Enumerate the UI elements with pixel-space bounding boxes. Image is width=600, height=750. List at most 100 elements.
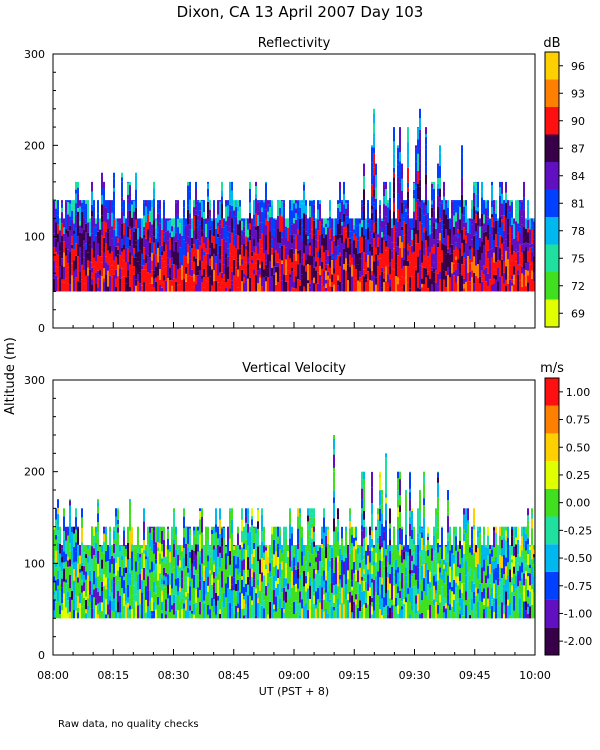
echo-cell	[515, 537, 517, 545]
echo-cell	[461, 567, 463, 584]
echo-cell	[335, 220, 337, 236]
echo-cell	[171, 568, 173, 574]
echo-cell	[517, 612, 519, 619]
echo-cell	[333, 559, 335, 573]
echo-cell	[99, 581, 101, 596]
echo-cell	[361, 530, 363, 547]
echo-cell	[345, 558, 347, 569]
echo-cell	[459, 526, 461, 541]
echo-cell	[437, 183, 439, 189]
echo-cell	[487, 286, 489, 292]
echo-cell	[89, 547, 91, 556]
echo-cell	[437, 552, 439, 564]
echo-cell	[73, 526, 75, 534]
echo-cell	[531, 229, 533, 244]
echo-cell	[527, 544, 529, 555]
echo-cell	[429, 218, 431, 221]
echo-cell	[251, 577, 253, 587]
echo-cell	[83, 597, 85, 605]
echo-cell	[159, 603, 161, 612]
echo-cell	[285, 247, 287, 260]
echo-cell	[399, 248, 401, 263]
echo-cell	[517, 526, 519, 540]
echo-cell	[453, 599, 455, 613]
echo-cell	[341, 559, 343, 570]
echo-cell	[533, 256, 535, 273]
echo-cell	[147, 590, 149, 607]
echo-cell	[213, 534, 215, 546]
echo-cell	[251, 218, 253, 219]
echo-cell	[217, 226, 219, 234]
echo-cell	[97, 522, 99, 526]
echo-cell	[333, 602, 335, 607]
echo-cell	[155, 609, 157, 619]
echo-cell	[455, 235, 457, 243]
echo-cell	[373, 189, 375, 197]
echo-cell	[403, 247, 405, 261]
echo-cell	[125, 231, 127, 248]
echo-cell	[301, 532, 303, 538]
echo-cell	[293, 613, 295, 619]
echo-cell	[435, 590, 437, 594]
echo-cell	[333, 572, 335, 585]
echo-cell	[421, 208, 423, 214]
echo-cell	[421, 240, 423, 254]
echo-cell	[171, 285, 173, 292]
echo-cell	[507, 526, 509, 538]
echo-cell	[213, 549, 215, 561]
echo-cell	[475, 234, 477, 250]
echo-cell	[193, 530, 195, 535]
echo-cell	[503, 272, 505, 284]
echo-cell	[243, 226, 245, 232]
echo-cell	[159, 279, 161, 285]
echo-cell	[425, 205, 427, 215]
echo-cell	[151, 234, 153, 243]
echo-cell	[273, 266, 275, 275]
echo-cell	[499, 276, 501, 292]
echo-cell	[339, 583, 341, 593]
echo-cell	[385, 485, 387, 494]
echo-cell	[463, 508, 465, 515]
echo-cell	[307, 261, 309, 265]
echo-cell	[297, 516, 299, 529]
echo-cell	[201, 201, 203, 218]
echo-cell	[417, 580, 419, 589]
echo-cell	[527, 554, 529, 565]
echo-cell	[479, 283, 481, 292]
echo-cell	[379, 477, 381, 491]
echo-cell	[289, 512, 291, 525]
echo-cell	[323, 560, 325, 571]
echo-cell	[363, 220, 365, 236]
echo-cell	[261, 222, 263, 233]
echo-cell	[485, 201, 487, 209]
echo-cell	[127, 526, 129, 543]
echo-cell	[143, 258, 145, 266]
echo-cell	[79, 251, 81, 259]
echo-cell	[123, 276, 125, 292]
echo-cell	[399, 505, 401, 513]
echo-cell	[59, 218, 61, 221]
echo-cell	[83, 200, 85, 202]
echo-cell	[463, 529, 465, 534]
echo-cell	[457, 585, 459, 599]
echo-cell	[435, 561, 437, 574]
echo-cell	[143, 595, 145, 613]
echo-cell	[257, 534, 259, 547]
echo-cell	[521, 536, 523, 545]
echo-cell	[221, 239, 223, 256]
echo-cell	[141, 580, 143, 593]
echo-cell	[257, 561, 259, 565]
echo-cell	[113, 531, 115, 540]
echo-cell	[363, 499, 365, 511]
echo-cell	[151, 252, 153, 261]
echo-cell	[495, 533, 497, 544]
echo-cell	[67, 267, 69, 273]
echo-cell	[139, 236, 141, 251]
echo-cell	[415, 613, 417, 619]
echo-cell	[457, 276, 459, 292]
echo-cell	[481, 181, 483, 192]
echo-cell	[381, 221, 383, 229]
echo-cell	[159, 611, 161, 619]
echo-cell	[179, 601, 181, 612]
echo-cell	[121, 545, 123, 556]
